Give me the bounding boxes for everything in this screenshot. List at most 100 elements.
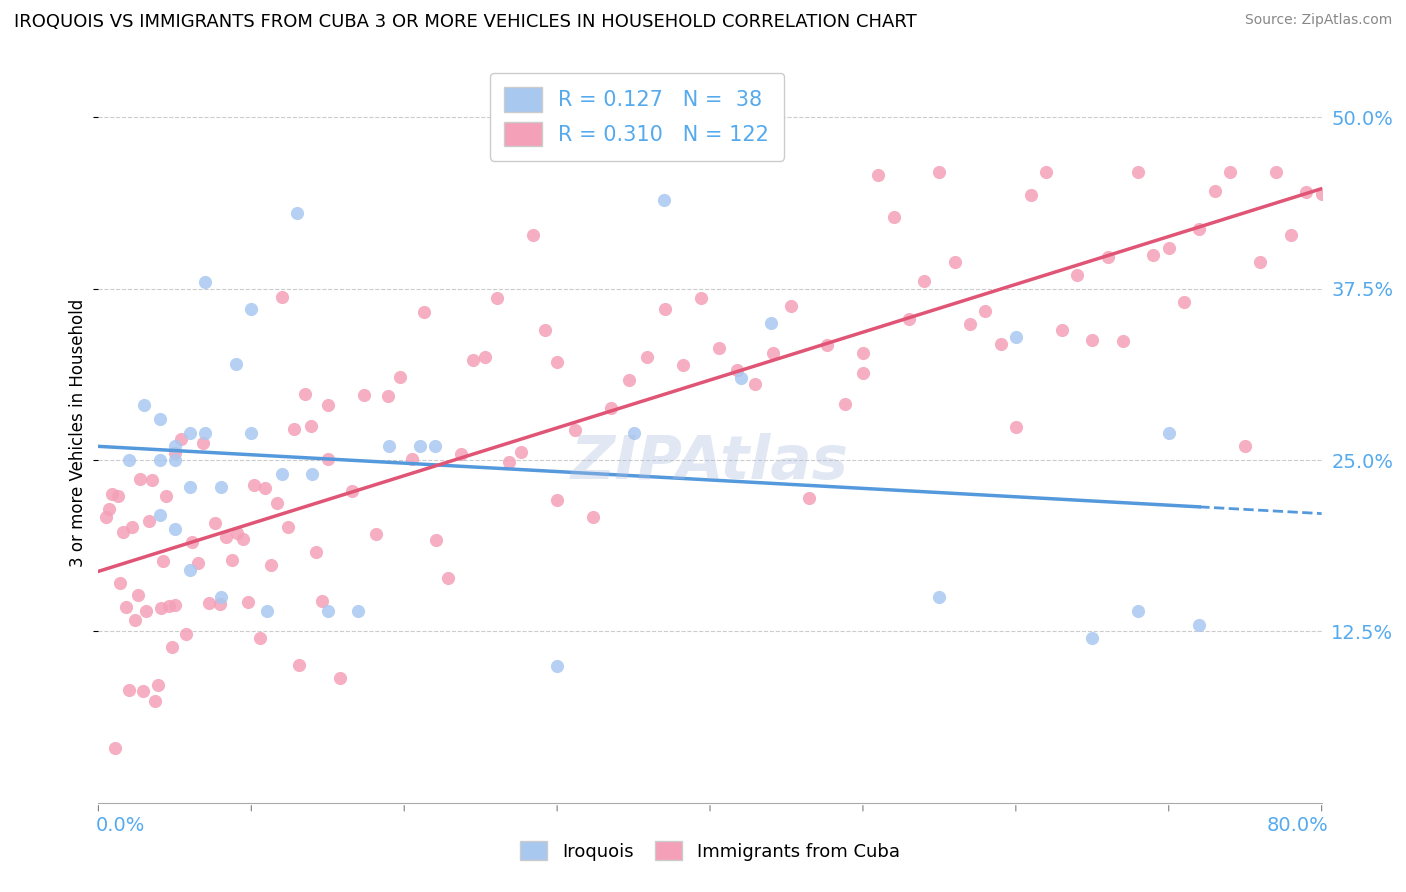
Point (1157, 425, 1180, 440)
Point (152, 554, 174, 568)
Point (928, 165, 950, 179)
Point (852, 366, 875, 380)
Text: 80.0%: 80.0% (1267, 816, 1329, 835)
Point (762, 345, 785, 359)
Point (157, 599, 180, 613)
Point (163, 439, 186, 453)
Point (110, 576, 132, 591)
Point (288, 658, 311, 673)
Point (1035, 165, 1057, 179)
Point (1264, 165, 1286, 179)
Point (474, 350, 496, 364)
Point (485, 291, 508, 305)
Point (194, 425, 217, 440)
Point (163, 598, 186, 612)
Point (959, 317, 981, 331)
Point (301, 467, 323, 481)
Point (546, 658, 568, 673)
Point (294, 387, 316, 401)
Point (112, 525, 135, 540)
Point (672, 358, 695, 372)
Point (124, 613, 146, 627)
Point (101, 487, 124, 501)
Point (283, 422, 305, 436)
Point (226, 526, 249, 541)
Point (179, 480, 201, 494)
Point (582, 509, 605, 524)
Point (118, 453, 141, 467)
Point (163, 522, 186, 536)
Point (868, 168, 890, 182)
Point (912, 275, 935, 289)
Point (652, 193, 675, 207)
Point (534, 323, 557, 337)
Point (852, 346, 875, 360)
Point (179, 425, 201, 440)
Point (450, 447, 472, 461)
Point (1097, 250, 1119, 264)
Point (104, 741, 127, 756)
Point (600, 401, 623, 415)
Text: IROQUOIS VS IMMIGRANTS FROM CUBA 3 OR MORE VEHICLES IN HOUSEHOLD CORRELATION CHA: IROQUOIS VS IMMIGRANTS FROM CUBA 3 OR MO… (14, 13, 917, 31)
Point (186, 556, 208, 570)
Point (1279, 228, 1302, 243)
Point (1310, 187, 1333, 202)
Point (149, 412, 172, 426)
Legend: Iroquois, Immigrants from Cuba: Iroquois, Immigrants from Cuba (513, 833, 907, 868)
Point (1142, 248, 1164, 262)
Point (94, 509, 117, 524)
Point (759, 316, 782, 330)
Point (522, 227, 544, 242)
Point (243, 478, 266, 492)
Point (115, 599, 138, 614)
Text: 0.0%: 0.0% (96, 816, 145, 835)
Point (143, 694, 166, 708)
Point (636, 350, 658, 364)
Point (1157, 241, 1180, 255)
Point (461, 353, 484, 368)
Point (1234, 439, 1257, 453)
Point (240, 425, 263, 440)
Point (169, 432, 191, 446)
Point (943, 254, 966, 268)
Text: Source: ZipAtlas.com: Source: ZipAtlas.com (1244, 13, 1392, 28)
Point (316, 604, 339, 618)
Point (134, 398, 156, 412)
Point (990, 337, 1012, 351)
Point (138, 514, 160, 528)
Point (316, 451, 339, 466)
Point (1050, 322, 1073, 336)
Text: ZIPAtlas: ZIPAtlas (571, 433, 849, 491)
Point (209, 597, 232, 611)
Point (155, 489, 177, 503)
Point (254, 481, 277, 495)
Point (149, 453, 172, 467)
Point (546, 493, 568, 508)
Point (744, 376, 766, 391)
Point (364, 527, 387, 541)
Point (198, 596, 221, 610)
Point (389, 370, 412, 384)
Point (97, 501, 120, 516)
Point (249, 632, 271, 646)
Point (174, 627, 197, 641)
Point (797, 491, 820, 505)
Point (160, 640, 183, 654)
Point (564, 423, 586, 437)
Point (897, 312, 920, 326)
Point (1081, 333, 1104, 347)
Point (1004, 329, 1026, 343)
Point (271, 290, 294, 304)
Point (135, 604, 157, 618)
Point (209, 480, 232, 494)
Point (329, 672, 352, 686)
Point (141, 473, 163, 487)
Point (266, 496, 288, 510)
Y-axis label: 3 or more Vehicles in Household: 3 or more Vehicles in Household (69, 299, 87, 566)
Point (193, 436, 215, 450)
Point (347, 604, 370, 618)
Point (180, 535, 202, 549)
Point (730, 371, 752, 385)
Point (1173, 295, 1195, 310)
Point (437, 571, 460, 585)
